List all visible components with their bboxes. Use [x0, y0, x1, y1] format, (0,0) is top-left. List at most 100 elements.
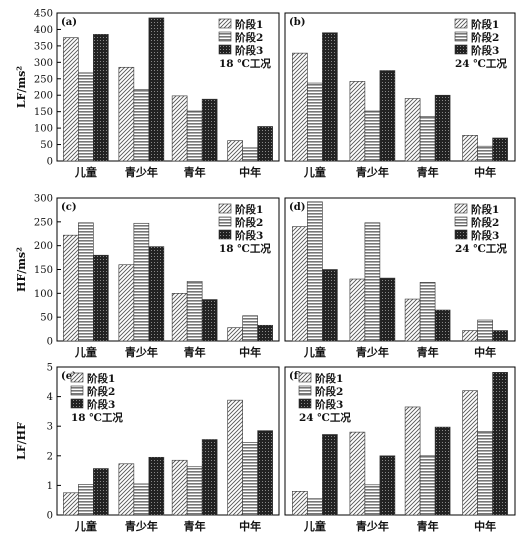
- panel-label: (f): [289, 371, 303, 382]
- legend-swatch: [70, 398, 84, 409]
- bar-stage1: [118, 463, 135, 516]
- plot-frame: [56, 366, 280, 516]
- bar-stage2: [364, 484, 381, 516]
- x-category-label: 儿童: [303, 345, 326, 359]
- bar-stage2: [307, 201, 323, 342]
- y-tick-label: 0: [47, 157, 53, 168]
- legend-swatch: [454, 203, 468, 214]
- bar-stage1: [63, 234, 79, 342]
- x-category-label: 儿童: [74, 345, 97, 359]
- bar-stage3: [322, 269, 338, 342]
- bar-stage2: [78, 222, 94, 342]
- bar-stage3: [257, 430, 273, 516]
- condition-annotation: 24 ℃工况: [455, 243, 507, 255]
- legend-swatch: [454, 216, 468, 227]
- legend-swatch: [298, 398, 312, 409]
- legend-swatch: [70, 385, 84, 396]
- legend-swatch: [218, 229, 232, 240]
- y-tick-label: 4: [47, 392, 53, 403]
- plot-frame: [284, 197, 516, 342]
- bar-stage3: [379, 277, 396, 342]
- bar-stage2: [477, 145, 493, 162]
- plot-frame: [284, 366, 516, 516]
- bar-stage1: [349, 431, 366, 516]
- x-category-label: 中年: [239, 165, 261, 179]
- bar-stage2: [477, 431, 493, 516]
- legend-label: 阶段3: [471, 229, 499, 242]
- x-category-label: 中年: [474, 165, 496, 179]
- x-category-label: 儿童: [303, 519, 326, 533]
- bar-stage2: [364, 222, 381, 342]
- bar-stage2: [186, 281, 203, 342]
- bar-stage2: [242, 147, 258, 162]
- bar-stage1: [462, 135, 478, 162]
- bar-stage2: [307, 82, 323, 162]
- condition-annotation: 24 ℃工况: [455, 58, 507, 70]
- legend-label: 阶段2: [87, 385, 115, 398]
- y-tick-label: 450: [34, 9, 53, 20]
- condition-annotation: 18 ℃工况: [219, 58, 271, 70]
- y-tick-label: 250: [34, 74, 53, 85]
- legend-label: 阶段1: [87, 372, 115, 385]
- y-tick-label: 50: [40, 313, 53, 324]
- x-category-label: 儿童: [74, 165, 97, 179]
- bar-stage1: [292, 226, 308, 342]
- bar-stage3: [434, 309, 451, 342]
- x-category-label: 青少年: [125, 519, 158, 533]
- plot-frame: [56, 12, 280, 162]
- bar-stage3: [93, 254, 109, 342]
- y-tick-label: 2: [47, 451, 53, 462]
- bar-stage2: [307, 498, 323, 516]
- panel-label: (c): [61, 202, 77, 213]
- condition-annotation: 18 ℃工况: [219, 243, 271, 255]
- bar-stage1: [63, 492, 79, 516]
- legend-label: 阶段2: [315, 385, 343, 398]
- legend-swatch: [454, 31, 468, 42]
- bar-stage3: [434, 426, 451, 516]
- y-axis-label: LF/HF: [15, 422, 28, 460]
- legend-swatch: [298, 385, 312, 396]
- bar-stage1: [118, 66, 135, 162]
- bar-stage1: [227, 327, 243, 342]
- y-tick-label: 350: [34, 41, 53, 52]
- panel-1: 0 50 100 150 200 250 300 350 400 450 LF/ms² 儿童 青少年 青年…: [15, 9, 280, 179]
- y-tick-label: 400: [34, 25, 53, 36]
- legend-swatch: [298, 372, 312, 383]
- bar-stage1: [171, 95, 188, 162]
- bar-stage1: [462, 390, 478, 516]
- bar-stage1: [118, 264, 135, 342]
- y-axis-label: HF/ms²: [15, 247, 28, 292]
- x-category-label: 青年: [417, 345, 439, 359]
- y-tick-label: 5: [47, 363, 53, 374]
- x-category-label: 中年: [474, 345, 496, 359]
- bar-stage3: [201, 98, 218, 162]
- bar-stage1: [349, 278, 366, 342]
- plot-frame: [284, 12, 516, 162]
- x-category-label: 青年: [417, 165, 439, 179]
- bar-stage2: [78, 72, 94, 162]
- bar-stage3: [492, 330, 508, 342]
- bar-stage3: [434, 94, 451, 162]
- legend-label: 阶段3: [235, 229, 263, 242]
- panel-label: (e): [61, 371, 77, 382]
- x-category-label: 青少年: [125, 345, 158, 359]
- panel-label: (a): [61, 17, 77, 28]
- bar-stage2: [78, 484, 94, 516]
- legend-label: 阶段3: [315, 398, 343, 411]
- y-tick-label: 150: [34, 107, 53, 118]
- legend-swatch: [454, 18, 468, 29]
- bar-stage3: [93, 34, 109, 162]
- bar-stage1: [404, 406, 421, 516]
- bar-stage1: [227, 140, 243, 162]
- x-category-label: 中年: [239, 519, 261, 533]
- bar-stage3: [201, 299, 218, 342]
- bar-stage2: [186, 466, 203, 516]
- legend-swatch: [218, 203, 232, 214]
- legend-label: 阶段1: [235, 18, 263, 31]
- bar-stage1: [404, 98, 421, 162]
- bar-stage1: [63, 37, 79, 162]
